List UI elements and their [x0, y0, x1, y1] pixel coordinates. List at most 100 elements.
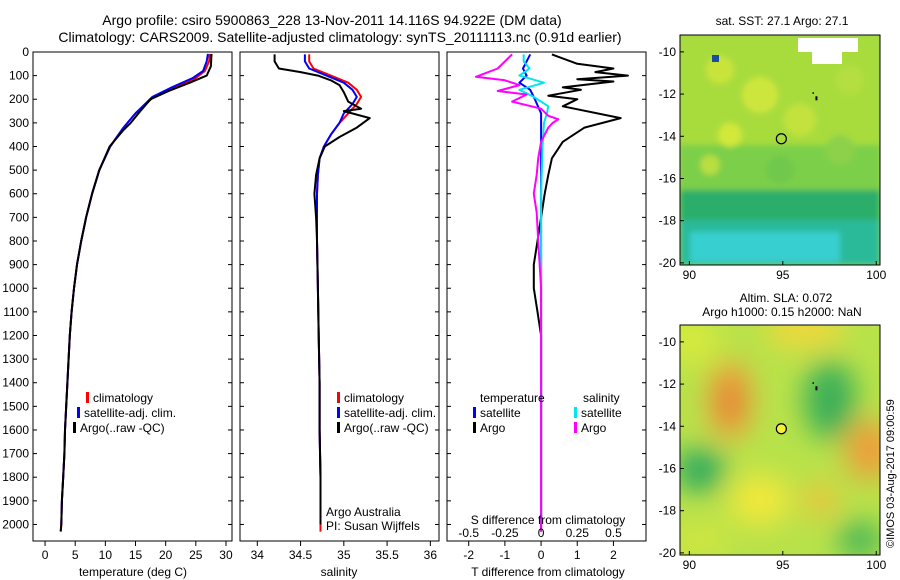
- y-tick-label: 1500: [2, 399, 29, 413]
- imos-timestamp: ©IMOS 03-Aug-2017 09:00:59: [885, 399, 897, 548]
- map-y-tick-label: -18: [659, 504, 677, 518]
- map-y-tick-label: -12: [659, 87, 677, 101]
- x-tick-label: -2: [463, 548, 474, 562]
- legend-swatch-argo: [337, 422, 340, 433]
- map-y-tick-label: -16: [659, 171, 677, 185]
- legend-label-satellite: satellite-adj. clim.: [84, 406, 176, 420]
- temperature-legend: climatology satellite-adj. clim. Argo(..…: [73, 391, 176, 435]
- sst-map-panel: sat. SST: 27.1 Argo: 27.1: [659, 14, 887, 282]
- legend-label-argo: Argo(..raw -QC): [344, 421, 429, 435]
- x-tick-label: 15: [129, 548, 143, 562]
- y-tick-label: 0: [22, 45, 29, 59]
- y-tick-label: 1600: [2, 423, 29, 437]
- salinity-panel: 34 34.5 35 35.5 36 salinity Argo Australia P…: [239, 51, 440, 579]
- x-tick-label: 1: [574, 548, 581, 562]
- legend-swatch-climatology: [86, 392, 89, 403]
- series-line-s-satellite: [518, 54, 550, 525]
- legend-label-s-satellite: satellite: [581, 406, 622, 420]
- trajectory-mark: [815, 386, 818, 391]
- map-y-tick-label: -14: [659, 419, 677, 433]
- s-diff-tick-label: -0.25: [491, 526, 519, 540]
- legend-swatch-satellite: [337, 407, 340, 418]
- y-tick-label: 400: [9, 139, 29, 153]
- figure-title-line1: Argo profile: csiro 5900863_228 13-Nov-2…: [102, 12, 561, 28]
- y-tick-label: 2000: [2, 517, 29, 531]
- sla-map-subtitle: Argo h1000: 0.15 h2000: NaN: [702, 305, 861, 319]
- series-line-t-argo: [532, 53, 629, 532]
- x-tick-label: 0: [538, 548, 545, 562]
- salinity-xlabel: salinity: [321, 565, 358, 579]
- y-tick-label: 900: [9, 258, 29, 272]
- legend-title-salinity: salinity: [583, 391, 620, 405]
- y-tick-label: 1100: [3, 305, 29, 319]
- map-y-tick-label: -18: [659, 214, 677, 228]
- y-tick-label: 600: [9, 187, 29, 201]
- y-tick-label: 1800: [2, 470, 29, 484]
- y-tick-label: 1700: [2, 447, 29, 461]
- trajectory-mark: [815, 96, 818, 101]
- map-y-tick-label: -16: [659, 461, 677, 475]
- x-tick-label: 20: [159, 548, 173, 562]
- map-x-tick-label: 100: [866, 268, 886, 282]
- salinity-annotation-line2: PI: Susan Wijffels: [326, 519, 420, 533]
- map-y-tick-label: -20: [659, 256, 677, 270]
- salinity-legend: climatology satellite-adj. clim. Argo(..…: [337, 391, 436, 435]
- temperature-panel: 0 5 10 15 20 25 300100200300400500600700800900…: [2, 45, 233, 579]
- legend-label-t-satellite: satellite: [480, 406, 521, 420]
- temperature-frame: [32, 51, 233, 542]
- legend-title-temperature: temperature: [480, 391, 545, 405]
- sst-heatmap: [680, 35, 880, 265]
- y-tick-label: 1000: [2, 281, 29, 295]
- map-x-tick-label: 95: [776, 558, 790, 572]
- y-tick-label: 500: [9, 163, 29, 177]
- legend-swatch-t-argo: [473, 422, 476, 433]
- map-y-tick-label: -14: [659, 129, 677, 143]
- x-tick-label: 30: [219, 548, 233, 562]
- map-x-tick-label: 90: [683, 268, 697, 282]
- y-tick-label: 1200: [2, 328, 29, 342]
- map-x-tick-label: 90: [683, 558, 697, 572]
- y-tick-label: 200: [9, 92, 29, 106]
- x-tick-label: 35.5: [375, 548, 399, 562]
- x-tick-label: 2: [610, 548, 617, 562]
- x-tick-label: 0: [42, 548, 49, 562]
- legend-swatch-argo: [73, 422, 76, 433]
- salinity-annotation-line1: Argo Australia: [326, 505, 401, 519]
- x-tick-label: 36: [424, 548, 438, 562]
- legend-swatch-satellite: [77, 407, 80, 418]
- trajectory-mark: [812, 382, 814, 384]
- x-tick-label: 34.5: [289, 548, 313, 562]
- series-line-s-argo: [474, 53, 560, 532]
- difference-panel: -2 -1 0 1 2 -0.5 -0.25 0 0.25 0.5 S difference fr…: [446, 51, 647, 579]
- x-tick-label: 34: [251, 548, 265, 562]
- y-tick-label: 300: [9, 116, 29, 130]
- salinity-frame: [239, 51, 440, 542]
- y-tick-label: 700: [9, 210, 29, 224]
- x-tick-label: 10: [99, 548, 113, 562]
- legend-swatch-climatology: [337, 392, 340, 403]
- argo-position-marker: [775, 423, 787, 435]
- trajectory-mark: [812, 92, 814, 94]
- map-x-tick-label: 95: [776, 268, 790, 282]
- difference-xlabel: T difference from climatology: [471, 565, 625, 579]
- map-y-tick-label: -12: [659, 377, 677, 391]
- difference-legend: temperature salinity satellite Argo sate…: [473, 391, 622, 435]
- sst-map-frame: [679, 34, 881, 266]
- legend-label-t-argo: Argo: [480, 421, 506, 435]
- y-tick-label: 1900: [2, 494, 29, 508]
- sla-heatmap: [680, 325, 880, 555]
- argo-position-marker: [775, 133, 787, 145]
- x-tick-label: -1: [500, 548, 511, 562]
- s-diff-tick-label: -0.5: [458, 526, 479, 540]
- sla-map-frame: [679, 324, 881, 556]
- difference-top-xlabel: S difference from climatology: [471, 513, 626, 527]
- legend-label-s-argo: Argo: [581, 421, 607, 435]
- y-tick-label: 1300: [2, 352, 29, 366]
- x-tick-label: 5: [72, 548, 79, 562]
- legend-label-climatology: climatology: [93, 391, 153, 405]
- sla-map-title: Altim. SLA: 0.072: [740, 291, 833, 305]
- y-tick-label: 100: [9, 69, 29, 83]
- x-tick-label: 35: [337, 548, 351, 562]
- y-tick-label: 800: [9, 234, 29, 248]
